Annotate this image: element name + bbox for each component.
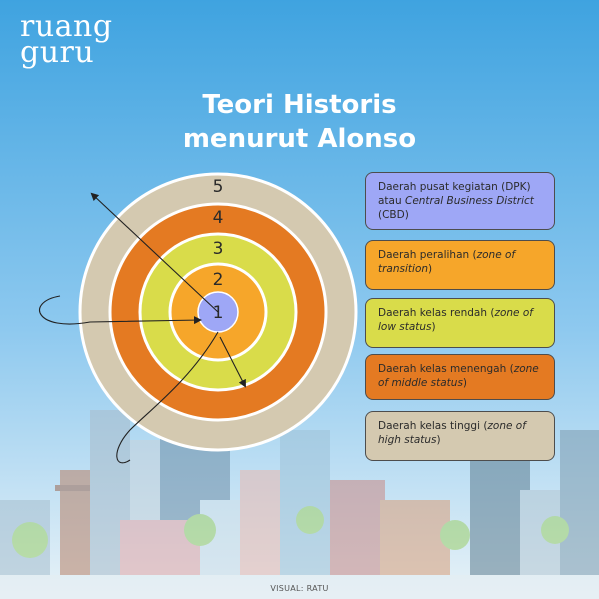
visual-credit: VISUAL: RATU xyxy=(270,584,329,593)
legend-zone-5: Daerah kelas tinggi (zone of high status… xyxy=(365,411,555,461)
zone-5-number: 5 xyxy=(213,177,224,197)
legend-zone-2: Daerah peralihan (zone of transition) xyxy=(365,240,555,290)
legend-text-end: ) xyxy=(462,377,468,389)
zone-3-number: 3 xyxy=(213,239,224,259)
title-line-1: Teori Historis xyxy=(202,90,397,120)
zone-4-number: 4 xyxy=(213,208,224,228)
logo-line-2: guru xyxy=(20,35,95,70)
legend-text-end: (CBD) xyxy=(378,209,409,221)
legend-italic-term: zone of transition xyxy=(378,249,516,275)
legend-zone-3: Daerah kelas rendah (zone of low status) xyxy=(365,298,555,348)
title-line-2: menurut Alonso xyxy=(182,124,417,154)
zone-2-number: 2 xyxy=(213,270,224,290)
legend-text-end: ) xyxy=(431,321,436,333)
arrow-loop-left xyxy=(39,295,202,325)
logo-line-1: ruang xyxy=(20,9,113,44)
arrow-to-zone-3 xyxy=(219,336,246,388)
legend-italic-term: Central Business District xyxy=(404,195,534,207)
arrow-to-zone-5 xyxy=(90,192,219,313)
ruangguru-logo: ruang guru xyxy=(20,9,113,70)
legend-zone-4: Daerah kelas menengah (zone of middle st… xyxy=(365,354,555,400)
legend-italic-term: zone of high status xyxy=(378,420,526,446)
legend-italic-term: zone of middle status xyxy=(378,363,539,389)
legend-text: Daerah pusat kegiatan (DPK) atau xyxy=(378,181,531,207)
legend-zone-1: Daerah pusat kegiatan (DPK) atau Central… xyxy=(365,172,555,230)
legend-text: Daerah kelas rendah ( xyxy=(378,307,495,319)
legend-italic-term: zone of low status xyxy=(378,307,533,333)
arrow-curve-down xyxy=(116,331,219,464)
legend-text: Daerah kelas tinggi ( xyxy=(378,420,488,432)
legend-text-end: ) xyxy=(428,263,433,275)
legend-text-end: ) xyxy=(436,434,441,446)
zone-1-number: 1 xyxy=(213,303,224,323)
legend-text: Daerah peralihan ( xyxy=(378,249,477,261)
legend-text: Daerah kelas menengah ( xyxy=(378,363,514,375)
